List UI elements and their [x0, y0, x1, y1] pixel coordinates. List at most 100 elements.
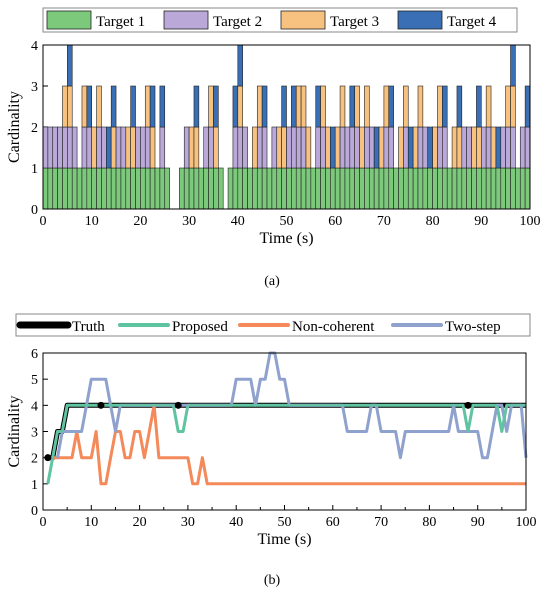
x-tick-label: 50: [278, 515, 292, 530]
target-2-bar: [86, 126, 93, 169]
target-4-bar: [261, 85, 268, 128]
x-tick-label: 100: [520, 214, 541, 229]
target-4-bar: [86, 85, 93, 128]
target-2-bar: [232, 126, 239, 169]
target-2-bar: [203, 126, 209, 169]
target-1-bar: [140, 167, 146, 210]
target-1-bar: [349, 167, 355, 210]
target-2-bar: [354, 126, 360, 169]
target-2-bar: [261, 126, 268, 169]
target-3-bar: [208, 85, 214, 128]
target-1-bar: [110, 167, 117, 210]
target-1-bar: [300, 167, 307, 210]
y-tick-label: 0: [31, 504, 38, 519]
target-1-bar: [291, 167, 297, 210]
target-1-bar: [266, 167, 273, 210]
target-1-bar: [188, 167, 195, 210]
target-1-bar: [446, 167, 453, 210]
plot-frame-b: [42, 352, 527, 511]
y-tick-label: 1: [31, 162, 38, 177]
target-2-bar: [320, 126, 326, 169]
target-1-bar: [427, 167, 433, 210]
target-3-bar: [451, 126, 458, 169]
target-1-bar: [213, 167, 219, 210]
target-3-bar: [213, 126, 219, 169]
target-1-bar: [295, 167, 302, 210]
target-4-bar: [407, 126, 414, 169]
plot-frame-a: [42, 44, 531, 210]
target-3-bar: [256, 85, 263, 128]
target-1-bar: [247, 167, 253, 210]
target-2-bar: [144, 126, 151, 169]
target-2-bar: [466, 126, 472, 169]
target-1-bar: [505, 167, 511, 210]
truth-marker: [174, 401, 182, 409]
target-1-bar: [67, 167, 73, 210]
target-1-bar: [344, 167, 351, 210]
target-1-bar: [524, 167, 531, 210]
target-1-bar: [388, 167, 394, 210]
target-1-bar: [510, 167, 516, 210]
target-1-bar: [276, 167, 282, 210]
target-1-bar: [422, 167, 429, 210]
chart-b: 0 10 20 30 40 50 60 70 80 90 100 0 1 2 3 4 5 6 Time (s) Car…: [6, 313, 537, 588]
target-1-bar: [256, 167, 263, 210]
target-2-bar: [368, 126, 375, 169]
target-1-bar: [47, 167, 54, 210]
target-1-bar: [76, 167, 83, 210]
target-3-legend-label: Target 3: [330, 14, 379, 30]
target-4-bar: [476, 85, 482, 128]
target-4-bar: [510, 44, 516, 87]
x-tick-label: 100: [516, 515, 537, 530]
truth-legend-label: Truth: [72, 319, 105, 335]
y-tick-label: 3: [31, 426, 38, 441]
target-1-bar: [115, 167, 122, 210]
target-1-bar: [368, 167, 375, 210]
target-3-bar: [364, 85, 370, 128]
target-1-bar: [325, 167, 331, 210]
target-2-bar: [271, 126, 278, 169]
target-3-bar: [476, 126, 482, 169]
x-tick-label: 90: [471, 515, 485, 530]
target-1-bar: [286, 167, 292, 210]
target-2-bar: [417, 126, 424, 169]
target-3-bar: [354, 85, 360, 128]
target-2-bar: [67, 126, 73, 169]
target-2-bar: [339, 126, 346, 169]
target-4-bar: [524, 85, 531, 128]
y-tick-label: 2: [31, 121, 38, 136]
target-2-bar: [256, 126, 263, 169]
target-1-bar: [310, 167, 317, 210]
non-coherent-line: [47, 403, 526, 486]
target-4-bar: [237, 44, 243, 87]
x-axis-label: Time (s): [259, 230, 313, 247]
target-1-bar: [442, 167, 448, 210]
target-3-bar: [432, 126, 438, 169]
target-1-bar: [198, 167, 205, 210]
target-3-legend-swatch: [280, 10, 326, 30]
target-3-bar: [485, 85, 492, 128]
target-3-bar: [437, 85, 443, 128]
target-1-bar: [364, 167, 370, 210]
chart-a: 0 10 20 30 40 50 60 70 80 90 100 0 1 2 3 4 Time (s) Cardi…: [6, 7, 541, 289]
target-4-bar: [193, 85, 200, 128]
target-3-bar: [281, 126, 287, 169]
target-1-bar: [120, 167, 127, 210]
target-3-bar: [320, 85, 326, 128]
target-4-bar: [388, 85, 394, 128]
target-1-bar: [354, 167, 360, 210]
target-3-bar: [295, 85, 302, 128]
target-3-bar: [91, 126, 97, 169]
x-tick-label: 0: [40, 515, 47, 530]
target-2-bar: [120, 126, 127, 169]
x-tick-label: 60: [326, 515, 340, 530]
target-1-bar: [432, 167, 438, 210]
target-2-bar: [101, 126, 107, 169]
target-1-bar: [417, 167, 424, 210]
target-2-bar: [81, 126, 88, 169]
target-1-bar: [271, 167, 278, 210]
x-tick-label: 20: [133, 515, 147, 530]
target-4-bar: [373, 126, 380, 169]
target-1-legend-swatch: [46, 10, 92, 30]
x-tick-label: 80: [426, 214, 440, 229]
